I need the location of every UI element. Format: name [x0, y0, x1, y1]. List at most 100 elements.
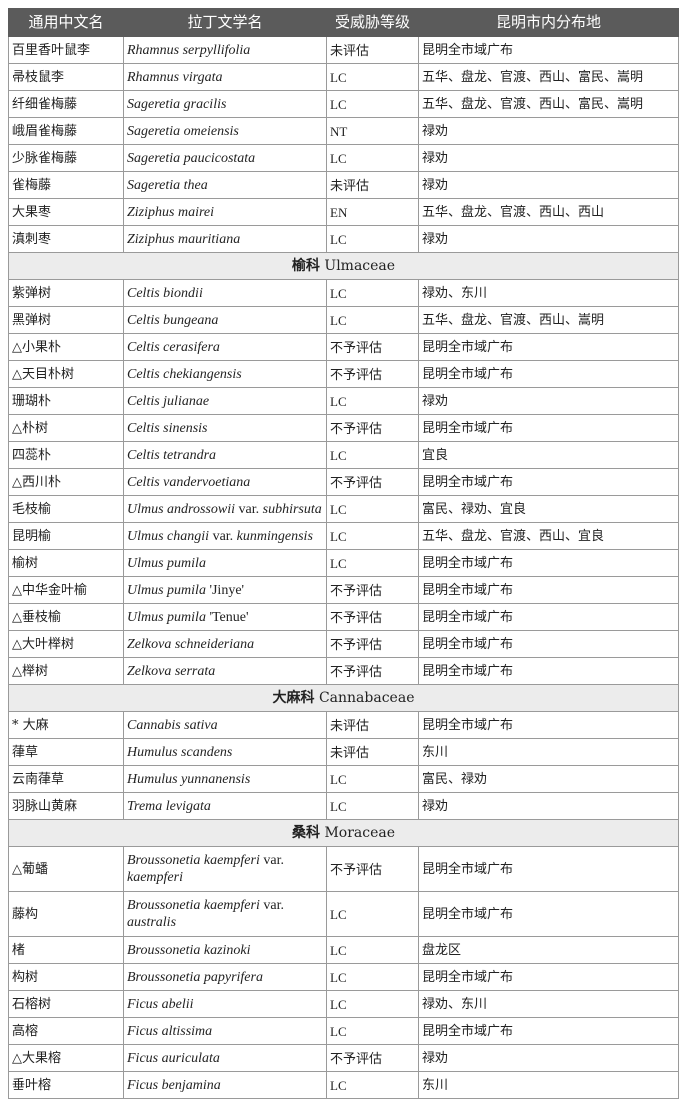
- threat-level-cell: LC: [326, 765, 419, 793]
- latin-name-part: Ulmus pumila: [127, 582, 206, 598]
- table-row: 紫弹树 Celtis biondii LC 禄劝、东川: [8, 279, 679, 307]
- distribution-cell: 宜良: [418, 441, 679, 469]
- latin-name-part: var.: [235, 501, 263, 517]
- latin-name-part: Ulmus androssowii: [127, 501, 236, 517]
- header-latin-name: 拉丁文学名: [123, 8, 327, 37]
- table-row: 高榕 Ficus altissima LC 昆明全市域广布: [8, 1017, 679, 1045]
- table-row: △中华金叶榆 Ulmus pumila 'Jinye' 不予评估 昆明全市域广布: [8, 576, 679, 604]
- latin-name-part: Celtis biondii: [127, 285, 203, 301]
- threat-level-cell: 未评估: [326, 738, 419, 766]
- table-row: △西川朴 Celtis vandervoetiana 不予评估 昆明全市域广布: [8, 468, 679, 496]
- threat-level-cell: LC: [326, 306, 419, 334]
- chinese-name-cell: 昆明榆: [8, 522, 124, 550]
- table-row: △小果朴 Celtis cerasifera 不予评估 昆明全市域广布: [8, 333, 679, 361]
- table-row: 楮 Broussonetia kazinoki LC 盘龙区: [8, 936, 679, 964]
- latin-name-part: var.: [209, 528, 237, 544]
- distribution-cell: 禄劝: [418, 171, 679, 199]
- distribution-cell: 五华、盘龙、官渡、西山、西山: [418, 198, 679, 226]
- chinese-name-cell: 构树: [8, 963, 124, 991]
- threat-level-cell: LC: [326, 495, 419, 523]
- latin-name-part: Celtis chekiangensis: [127, 366, 242, 382]
- distribution-cell: 禄劝、东川: [418, 990, 679, 1018]
- table-row: △垂枝榆 Ulmus pumila 'Tenue' 不予评估 昆明全市域广布: [8, 603, 679, 631]
- chinese-name-cell: △中华金叶榆: [8, 576, 124, 604]
- latin-name-cell: Celtis vandervoetiana: [123, 468, 327, 496]
- family-chinese-name: 榆科: [291, 257, 320, 274]
- family-heading: 桑科 Moraceae: [8, 819, 679, 847]
- distribution-cell: 东川: [418, 738, 679, 766]
- chinese-name-cell: △朴树: [8, 414, 124, 442]
- threat-level-cell: LC: [326, 441, 419, 469]
- distribution-cell: 五华、盘龙、官渡、西山、宜良: [418, 522, 679, 550]
- latin-name-part: Broussonetia papyrifera: [127, 969, 263, 985]
- table-row: 纤细雀梅藤 Sageretia gracilis LC 五华、盘龙、官渡、西山、富民、…: [8, 90, 679, 118]
- chinese-name-cell: 百里香叶鼠李: [8, 36, 124, 64]
- distribution-cell: 五华、盘龙、官渡、西山、嵩明: [418, 306, 679, 334]
- distribution-cell: 昆明全市域广布: [418, 711, 679, 739]
- distribution-cell: 昆明全市域广布: [418, 549, 679, 577]
- distribution-cell: 禄劝: [418, 1044, 679, 1072]
- latin-name-part: Broussonetia kazinoki: [127, 942, 251, 958]
- distribution-cell: 昆明全市域广布: [418, 846, 679, 892]
- family-latin-name: Ulmaceae: [324, 257, 396, 274]
- latin-name-cell: Celtis bungeana: [123, 306, 327, 334]
- chinese-name-cell: 石榕树: [8, 990, 124, 1018]
- table-row: 滇刺枣 Ziziphus mauritiana LC 禄劝: [8, 225, 679, 253]
- latin-name-part: Rhamnus virgata: [127, 69, 223, 85]
- chinese-name-cell: △垂枝榆: [8, 603, 124, 631]
- table-row: * 大麻 Cannabis sativa 未评估 昆明全市域广布: [8, 711, 679, 739]
- latin-name-part: Celtis bungeana: [127, 312, 219, 328]
- distribution-cell: 禄劝: [418, 144, 679, 172]
- header-distribution: 昆明市内分布地: [418, 8, 679, 37]
- threat-level-cell: LC: [326, 963, 419, 991]
- table-row: △朴树 Celtis sinensis 不予评估 昆明全市域广布: [8, 414, 679, 442]
- chinese-name-cell: △大叶榉树: [8, 630, 124, 658]
- distribution-cell: 昆明全市域广布: [418, 576, 679, 604]
- distribution-cell: 昆明全市域广布: [418, 657, 679, 685]
- threat-level-cell: 不予评估: [326, 630, 419, 658]
- latin-name-part: Broussonetia kaempferi: [127, 853, 260, 868]
- threat-level-cell: LC: [326, 936, 419, 964]
- header-chinese-name: 通用中文名: [8, 8, 124, 37]
- distribution-cell: 昆明全市域广布: [418, 36, 679, 64]
- latin-name-cell: Celtis sinensis: [123, 414, 327, 442]
- latin-name-cell: Cannabis sativa: [123, 711, 327, 739]
- distribution-cell: 禄劝: [418, 792, 679, 820]
- latin-name-part: Sageretia omeiensis: [127, 123, 239, 139]
- threat-level-cell: 不予评估: [326, 576, 419, 604]
- latin-name-cell: Zelkova serrata: [123, 657, 327, 685]
- latin-name-part: Ficus auriculata: [127, 1050, 220, 1066]
- table-row: 黑弹树 Celtis bungeana LC 五华、盘龙、官渡、西山、嵩明: [8, 306, 679, 334]
- family-row: 桑科 Moraceae: [8, 819, 679, 847]
- threat-level-cell: 未评估: [326, 171, 419, 199]
- chinese-name-cell: 纤细雀梅藤: [8, 90, 124, 118]
- threat-level-cell: 不予评估: [326, 360, 419, 388]
- distribution-cell: 昆明全市域广布: [418, 963, 679, 991]
- family-chinese-name: 桑科: [291, 824, 320, 841]
- latin-name-cell: Ziziphus mauritiana: [123, 225, 327, 253]
- table-row: 帚枝鼠李 Rhamnus virgata LC 五华、盘龙、官渡、西山、富民、嵩明: [8, 63, 679, 91]
- table-row: 四蕊朴 Celtis tetrandra LC 宜良: [8, 441, 679, 469]
- family-latin-name: Cannabaceae: [318, 689, 415, 706]
- chinese-name-cell: 楮: [8, 936, 124, 964]
- latin-name-cell: Ulmus pumila 'Jinye': [123, 576, 327, 604]
- table-row: △大叶榉树 Zelkova schneideriana 不予评估 昆明全市域广布: [8, 630, 679, 658]
- latin-name-part: Celtis cerasifera: [127, 339, 220, 355]
- latin-name-cell: Ulmus androssowii var. subhirsuta: [123, 495, 327, 523]
- table-row: 峨眉雀梅藤 Sageretia omeiensis NT 禄劝: [8, 117, 679, 145]
- latin-name-part: var.: [259, 853, 284, 868]
- distribution-cell: 昆明全市域广布: [418, 891, 679, 937]
- latin-name-part: 'Jinye': [205, 582, 245, 598]
- latin-name-cell: Ziziphus mairei: [123, 198, 327, 226]
- threat-level-cell: LC: [326, 522, 419, 550]
- distribution-cell: 禄劝: [418, 117, 679, 145]
- latin-name-part: Trema levigata: [127, 798, 211, 814]
- latin-name-cell: Celtis julianae: [123, 387, 327, 415]
- latin-name-cell: Rhamnus serpyllifolia: [123, 36, 327, 64]
- latin-name-cell: Ulmus pumila 'Tenue': [123, 603, 327, 631]
- threat-level-cell: 不予评估: [326, 414, 419, 442]
- latin-name-part: Zelkova serrata: [127, 663, 216, 679]
- chinese-name-cell: 榆树: [8, 549, 124, 577]
- chinese-name-cell: △西川朴: [8, 468, 124, 496]
- distribution-cell: 五华、盘龙、官渡、西山、富民、嵩明: [418, 90, 679, 118]
